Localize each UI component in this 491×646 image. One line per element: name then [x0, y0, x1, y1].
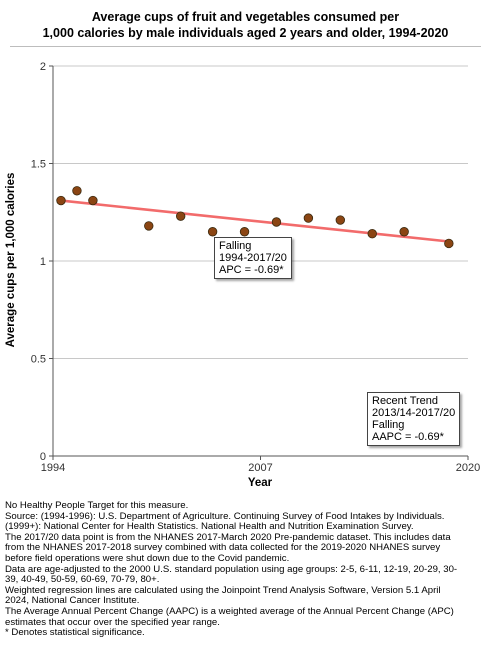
recent-callout-line-1: Recent Trend [372, 395, 439, 407]
data-point [444, 238, 454, 249]
chart-title-line-2: 1,000 calories by male individuals aged … [42, 26, 449, 40]
falling-callout-line-3: APC = -0.69* [219, 264, 284, 276]
recent-callout-line-2: 2013/14-2017/20 [372, 407, 456, 419]
axes [49, 65, 469, 460]
scatter-chart: 0 0.5 1 1.5 2 1994 2007 2020 Year Average cups … [5, 61, 481, 489]
recent-callout-line-3: Falling [372, 419, 405, 431]
data-point [88, 195, 98, 206]
footnote-line: The 2017/20 data point is from the NHANE… [5, 531, 451, 543]
chart-title: Average cups of fruit and vegetables con… [0, 9, 491, 41]
x-tick-label: 2007 [248, 462, 272, 474]
footnotes: No Healthy People Target for this measur… [5, 500, 489, 639]
title-divider [10, 46, 481, 47]
x-axis-label: Year [248, 477, 273, 489]
footnote-line: Source: (1994-1996): U.S. Department of … [5, 510, 445, 522]
falling-callout-line-1: Falling [219, 240, 252, 252]
data-point [56, 195, 66, 206]
data-point [144, 221, 154, 231]
footnote-line: from the NHANES 2017-2018 survey combine… [5, 542, 441, 554]
x-tick-label: 2020 [456, 462, 480, 474]
x-tick-label: 1994 [41, 462, 65, 474]
y-tick-label: 0 [40, 451, 46, 463]
footnote-line: * Denotes statistical significance. [5, 627, 145, 639]
data-points [56, 186, 454, 249]
footnote-line: Weighted regression lines are calculated… [5, 584, 441, 596]
recent-callout-line-4: AAPC = -0.69* [372, 431, 444, 443]
recent-trend-callout: Recent Trend 2013/14-2017/20 Falling AAP… [367, 392, 461, 446]
footnote-line: No Healthy People Target for this measur… [5, 500, 189, 511]
footnote-line: The Average Annual Percent Change (AAPC)… [5, 605, 454, 617]
footnote-line: Data are age-adjusted to the 2000 U.S. s… [5, 563, 458, 575]
falling-trend-callout: Falling 1994-2017/20 APC = -0.69* [214, 237, 292, 279]
data-point [335, 215, 346, 225]
data-point [303, 213, 314, 223]
data-point [175, 211, 186, 221]
data-point [271, 217, 282, 227]
chart-title-line-1: Average cups of fruit and vegetables con… [91, 10, 400, 24]
data-point [72, 186, 82, 196]
footnote-line: 2024, National Cancer Institute. [5, 595, 140, 607]
y-axis-label: Average cups per 1,000 calories [5, 173, 17, 348]
data-point [367, 228, 377, 239]
data-point [207, 227, 218, 237]
grid-lines [53, 65, 468, 359]
y-tick-label: 1.5 [31, 159, 46, 171]
y-tick-label: 1 [40, 256, 46, 268]
data-point [399, 227, 409, 237]
footnote-line: 39, 40-49, 50-59, 60-69, 70-79, 80+. [5, 574, 160, 586]
footnote-line: before field operations were shut down d… [5, 552, 290, 564]
y-tick-label: 2 [40, 61, 46, 73]
data-point [239, 227, 250, 237]
tick-labels: 0 0.5 1 1.5 2 1994 2007 2020 [31, 61, 481, 474]
footnote-line: estimates that occur over the specified … [5, 616, 220, 628]
y-tick-label: 0.5 [31, 354, 46, 366]
footnote-line: (1999+): National Center for Health Stat… [5, 521, 414, 533]
trend-line [60, 199, 449, 243]
falling-callout-line-2: 1994-2017/20 [219, 252, 287, 264]
